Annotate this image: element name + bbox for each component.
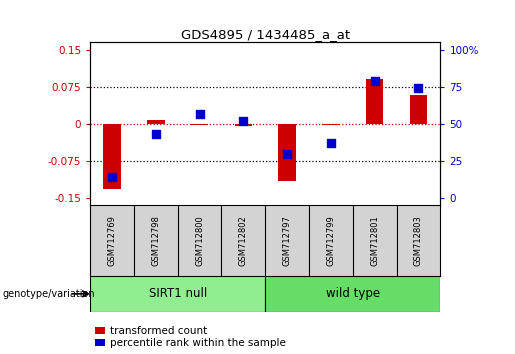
Bar	[90, 276, 265, 312]
Point	[151, 131, 160, 137]
Text: percentile rank within the sample: percentile rank within the sample	[110, 338, 286, 348]
Point	[196, 111, 204, 116]
Text: GSM712802: GSM712802	[239, 215, 248, 266]
Bar	[409, 95, 427, 124]
Point	[370, 78, 379, 84]
Bar	[366, 80, 383, 124]
Point	[108, 175, 116, 180]
Text: genotype/variation: genotype/variation	[3, 289, 95, 299]
Bar	[234, 124, 252, 126]
Text: GSM712799: GSM712799	[327, 215, 335, 266]
Text: SIRT1 null: SIRT1 null	[148, 287, 207, 300]
Text: GSM712803: GSM712803	[414, 215, 423, 266]
Text: GSM712797: GSM712797	[283, 215, 291, 266]
Bar	[265, 276, 440, 312]
Bar	[103, 124, 121, 189]
Bar	[95, 339, 105, 346]
Text: GSM712769: GSM712769	[108, 215, 116, 266]
Text: GSM712798: GSM712798	[151, 215, 160, 266]
Text: transformed count: transformed count	[110, 326, 207, 336]
Text: GSM712800: GSM712800	[195, 215, 204, 266]
Text: GSM712801: GSM712801	[370, 215, 379, 266]
Bar	[191, 124, 208, 125]
Point	[327, 140, 335, 146]
Bar	[322, 124, 340, 125]
Point	[283, 151, 291, 156]
Point	[239, 118, 247, 124]
Point	[414, 86, 422, 91]
Title: GDS4895 / 1434485_a_at: GDS4895 / 1434485_a_at	[181, 28, 350, 41]
Bar	[278, 124, 296, 181]
Bar	[95, 327, 105, 334]
Bar	[147, 120, 164, 124]
Text: wild type: wild type	[325, 287, 380, 300]
